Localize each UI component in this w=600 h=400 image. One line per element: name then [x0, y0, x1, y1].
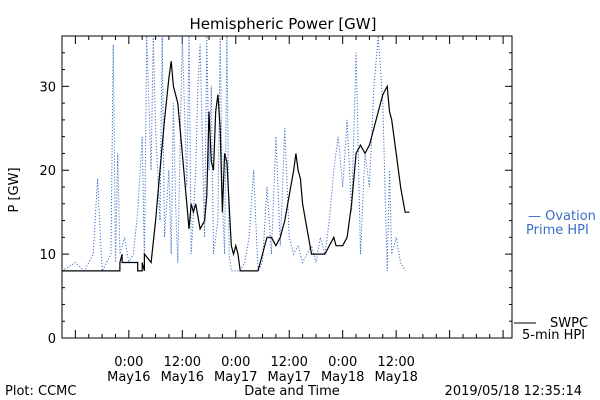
- x-tick-date-label: May18: [321, 370, 364, 385]
- chart-title: Hemispheric Power [GW]: [190, 15, 377, 33]
- x-tick-time-label: 12:00: [377, 355, 414, 370]
- footer-timestamp: 2019/05/18 12:35:14: [445, 384, 582, 399]
- legend-swpc-line1: SWPC: [550, 316, 588, 331]
- series-layer: [61, 35, 410, 273]
- legend-ovation-line1: — Ovation: [528, 209, 596, 224]
- x-tick-date-label: May18: [374, 370, 417, 385]
- y-tick-label: 20: [39, 164, 56, 179]
- series-ovation-prime-line: [61, 35, 406, 273]
- legend-swpc-line2: 5-min HPI: [522, 328, 585, 343]
- series-swpc-line: [62, 61, 410, 272]
- x-tick-date-label: May17: [268, 370, 311, 385]
- x-axis: 0:00May1612:00May160:00May1712:00May170:…: [74, 36, 504, 385]
- y-tick-label: 0: [48, 332, 56, 347]
- x-tick-date-label: May16: [161, 370, 204, 385]
- legend-ovation-line2: Prime HPI: [526, 223, 589, 238]
- x-tick-time-label: 0:00: [221, 355, 250, 370]
- x-tick-date-label: May16: [107, 370, 150, 385]
- y-tick-label: 10: [39, 248, 56, 263]
- x-tick-date-label: May17: [214, 370, 257, 385]
- y-axis: 0 10 20 30: [39, 52, 512, 347]
- plot-frame: [61, 35, 513, 339]
- x-axis-label: Date and Time: [244, 384, 340, 399]
- x-tick-time-label: 0:00: [114, 355, 143, 370]
- x-tick-time-label: 12:00: [164, 355, 201, 370]
- footer-plot-credit: Plot: CCMC: [5, 384, 76, 399]
- x-tick-time-label: 12:00: [270, 355, 307, 370]
- x-tick-time-label: 0:00: [328, 355, 357, 370]
- y-axis-label: P [GW]: [7, 167, 22, 212]
- y-tick-label: 30: [39, 80, 56, 95]
